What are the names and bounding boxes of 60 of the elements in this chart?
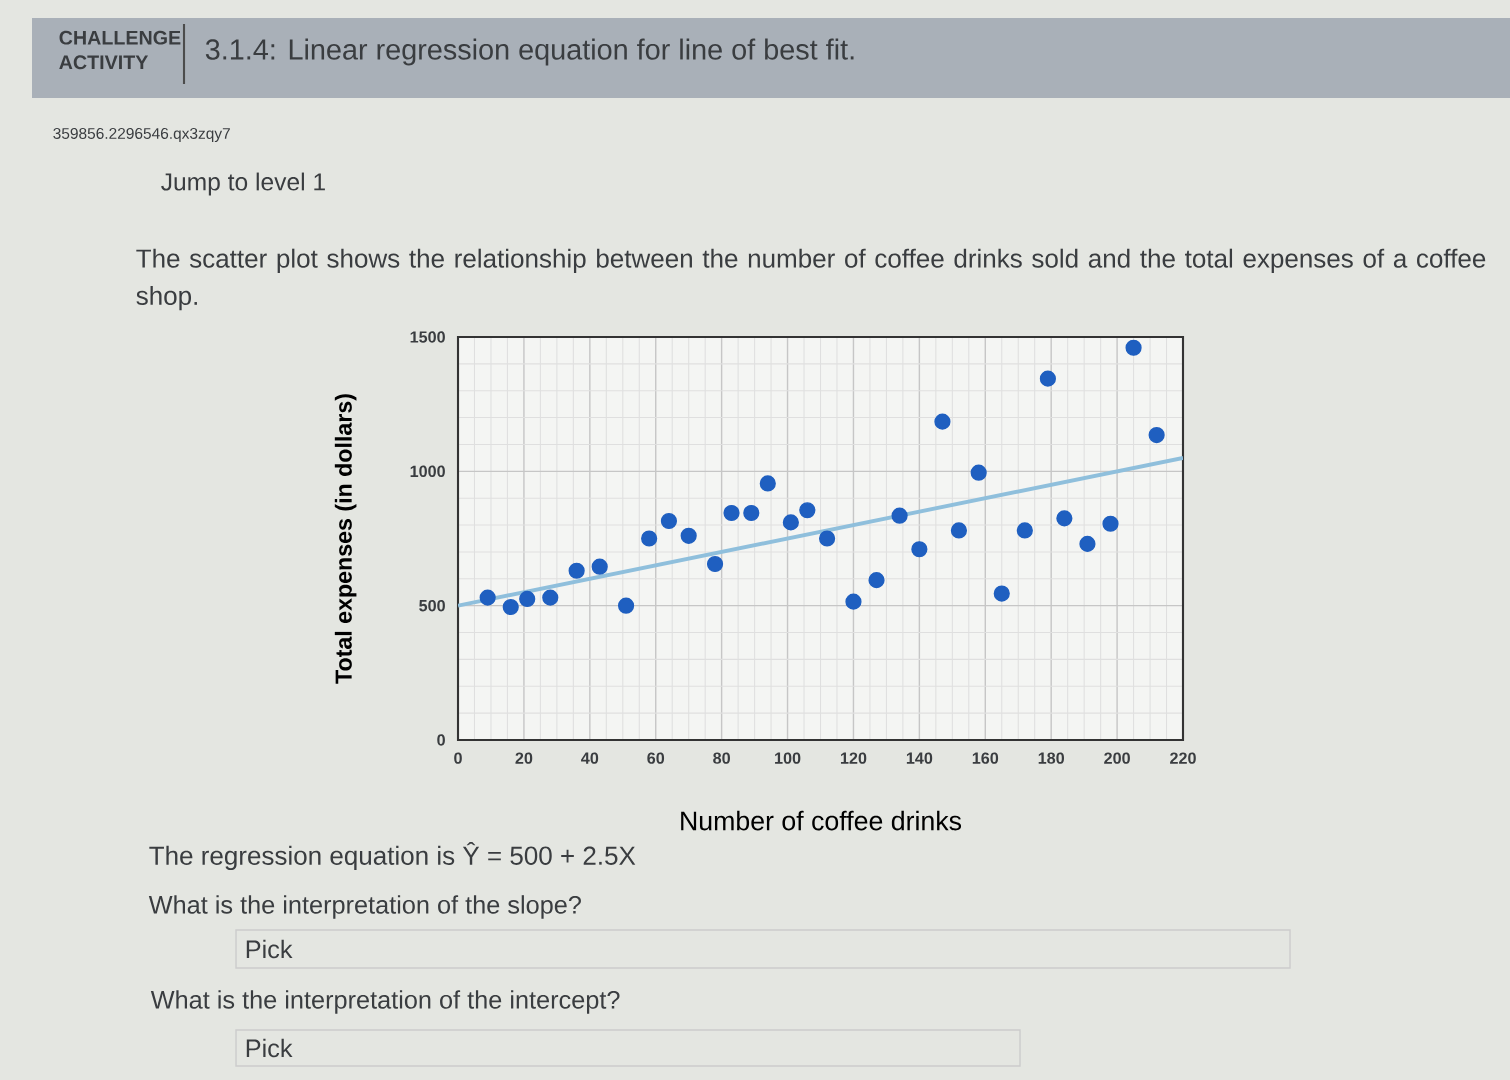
x-tick-label: 140 [906, 752, 933, 764]
x-tick-label: 0 [454, 752, 462, 764]
point [970, 464, 987, 481]
x-tick-label: 40 [581, 752, 599, 764]
point [911, 541, 928, 558]
text: Jump to level 1 [161, 172, 325, 196]
point [617, 597, 635, 614]
text: Pick [246, 939, 293, 959]
text: The regression equation is Ŷ = 500 + 2.5X [149, 841, 636, 871]
point [680, 527, 697, 544]
x-axis-title: Number of coffee drinks [681, 810, 962, 831]
x-tick-label: 220 [1170, 752, 1196, 764]
point [891, 507, 908, 524]
point [591, 558, 608, 575]
x-tick-label: 200 [1104, 752, 1130, 764]
point [542, 589, 559, 606]
point [1125, 339, 1142, 356]
x-tick-label: 80 [713, 752, 730, 764]
x-tick-label: 100 [775, 752, 801, 764]
point [993, 585, 1010, 602]
point [641, 530, 658, 547]
x-tick-label: 160 [972, 752, 999, 764]
point [1079, 535, 1096, 552]
point [519, 590, 536, 608]
y-tick-label: 0 [437, 734, 445, 746]
x-tick-label: 20 [515, 752, 533, 764]
text: What is the interpretation of the slope? [148, 895, 581, 919]
point [782, 514, 799, 531]
y-tick-label: 1000 [410, 465, 445, 478]
point [868, 572, 885, 589]
point [1102, 515, 1119, 532]
point [660, 512, 678, 530]
point [819, 530, 836, 547]
point [706, 555, 724, 573]
point [1148, 426, 1165, 444]
point [1039, 370, 1056, 387]
y-tick-label: 1500 [410, 331, 445, 343]
chart-subtitle: The scatter plot shows the relationship between the number of coffee drinks sold and the total expenses of a coffee shop. [136, 248, 1486, 311]
point [479, 589, 496, 606]
point [799, 502, 816, 519]
point [568, 562, 585, 579]
chart-title: 3.1.4: Linear regression equation for line of best fit. [205, 38, 854, 66]
x-tick-label: 180 [1038, 752, 1064, 764]
point [1016, 522, 1033, 539]
point [845, 593, 862, 610]
point [502, 598, 519, 616]
point [950, 522, 967, 539]
text: 359856.2296546.qx3zqy7 [53, 127, 230, 142]
point [743, 504, 760, 522]
x-tick-label: 60 [647, 752, 665, 764]
text: CHALLENGE ACTIVITY [59, 30, 181, 70]
y-axis-title: Total expenses (in dollars) [334, 394, 357, 684]
y-tick-label: 500 [419, 599, 445, 612]
point [759, 475, 776, 492]
point [934, 413, 951, 430]
x-tick-label: 120 [840, 752, 867, 764]
point [1056, 510, 1073, 527]
point [723, 504, 740, 522]
text: Pick [246, 1038, 293, 1058]
text: What is the interpretation of the intercept? [150, 990, 620, 1014]
